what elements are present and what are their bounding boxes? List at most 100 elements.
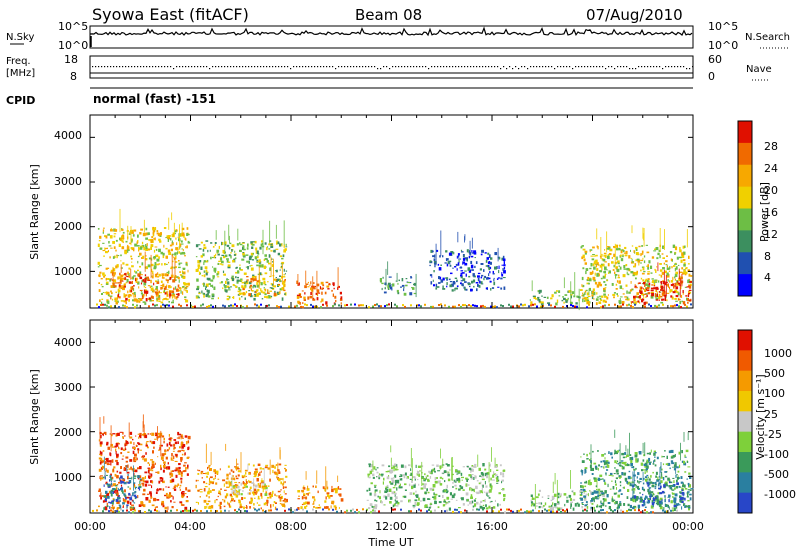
power-cell [681, 254, 685, 258]
velocity-cell [619, 501, 622, 503]
velocity-cell [649, 452, 651, 455]
velocity-cell [242, 476, 244, 479]
velocity-cell [222, 479, 226, 482]
velocity-cell [675, 486, 679, 489]
velocity-cell [206, 505, 208, 509]
power-cell [643, 270, 646, 273]
velocity-cell-ground [646, 511, 648, 514]
velocity-cell [339, 488, 342, 490]
velocity-cell [446, 491, 448, 493]
power-cell [612, 269, 615, 271]
colorbar-swatch [738, 164, 752, 188]
power-cell [661, 285, 664, 289]
power-cell [683, 262, 686, 265]
power-cell [123, 285, 126, 288]
velocity-cell [304, 501, 308, 505]
freq-dot [533, 66, 535, 68]
freq-dot [431, 66, 433, 68]
power-cell [670, 284, 673, 287]
velocity-cell [613, 473, 616, 475]
power-cell-ground [316, 305, 318, 308]
velocity-cell [471, 474, 474, 476]
velocity-cell [197, 473, 200, 475]
velocity-cell [661, 455, 663, 458]
velocity-cell [670, 449, 674, 453]
power-cell-ground [206, 305, 208, 308]
power-cell [461, 272, 465, 274]
velocity-cell-ground [118, 510, 120, 513]
vel-cbar-tick-m500: -500 [764, 468, 789, 481]
power-cell [589, 271, 593, 275]
power-cell [684, 271, 688, 275]
power-cell [167, 289, 169, 291]
freq-dot [641, 66, 643, 68]
velocity-cell [233, 499, 236, 502]
velocity-cell [639, 497, 643, 500]
power-cell-ground [620, 305, 622, 308]
velocity-cell [650, 491, 654, 494]
velocity-cell [167, 497, 170, 499]
power-cell-ground [482, 304, 484, 307]
power-cell [207, 293, 209, 297]
freq-dot [680, 66, 682, 68]
velocity-cell [266, 499, 268, 503]
power-cell [429, 264, 431, 267]
power-cell-streak [642, 227, 644, 239]
power-cell [575, 302, 578, 305]
power-cell [617, 295, 619, 297]
velocity-cell [217, 478, 220, 480]
power-cell-streak [174, 258, 176, 280]
power-cell [110, 247, 113, 249]
power-cell [171, 234, 175, 238]
velocity-cell-ground [500, 508, 502, 511]
power-cell-ground [374, 304, 376, 306]
power-cell [105, 281, 109, 285]
velocity-cell [667, 477, 670, 481]
power-cell-ground [618, 305, 620, 308]
power-cell [114, 297, 117, 300]
power-cell [128, 275, 130, 278]
velocity-cell [403, 475, 406, 479]
velocity-cell [282, 477, 284, 481]
freq-dot [230, 66, 232, 68]
velocity-cell [181, 441, 183, 445]
velocity-cell [113, 466, 116, 469]
velocity-cell [489, 489, 492, 493]
velocity-cell [673, 487, 676, 490]
power-cell [466, 258, 468, 261]
velocity-cell [556, 503, 559, 505]
velocity-cell [460, 472, 463, 476]
velocity-cell [222, 499, 224, 501]
power-cell [121, 277, 124, 279]
power-cell [120, 260, 122, 262]
velocity-cell [238, 501, 241, 504]
velocity-cell-ground [244, 510, 246, 512]
cpid-value: normal (fast) -151 [93, 92, 216, 106]
power-cell [634, 284, 636, 286]
velocity-cell [450, 498, 453, 500]
power-cell-ground [302, 306, 304, 309]
power-cell [460, 280, 464, 282]
power-cell [658, 295, 661, 300]
freq-dot [608, 66, 610, 68]
velocity-cell [613, 499, 616, 501]
velocity-cell [248, 463, 250, 466]
freq-dot [161, 66, 163, 68]
velocity-cell-ground [158, 510, 160, 513]
velocity-cell [334, 490, 338, 494]
velocity-cell [533, 503, 536, 507]
power-cell [405, 278, 408, 280]
velocity-cell [306, 488, 310, 491]
velocity-cell [630, 459, 633, 463]
power-cell-ground [372, 305, 374, 308]
power-cell [167, 236, 171, 240]
power-cell [662, 293, 665, 296]
velocity-cell [109, 433, 112, 435]
velocity-cell [646, 501, 650, 504]
power-cell [145, 258, 148, 261]
velocity-cell [612, 486, 615, 490]
velocity-cell [121, 458, 124, 460]
power-cell [171, 290, 175, 293]
velocity-cell [382, 504, 385, 506]
power-cell [112, 241, 115, 244]
